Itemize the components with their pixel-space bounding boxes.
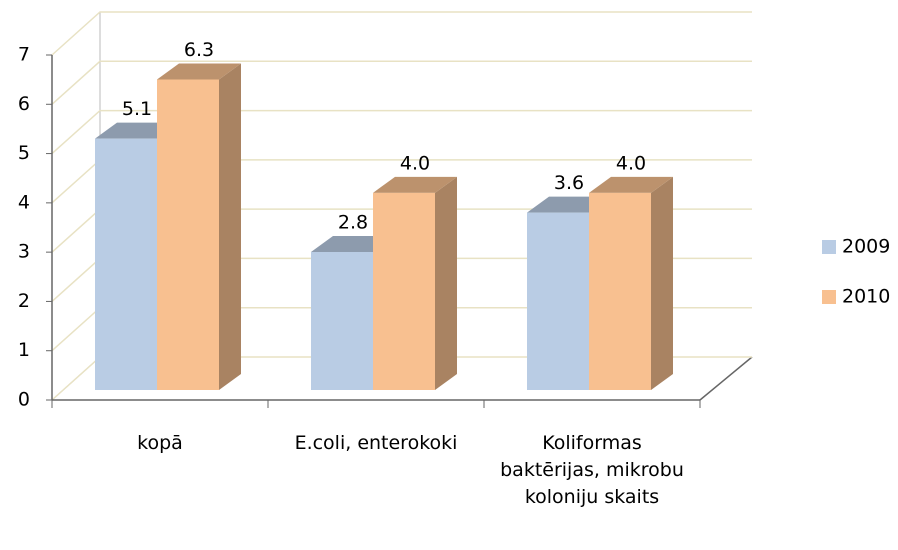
bar [527, 212, 589, 390]
grid-line [51, 11, 752, 56]
y-tick-label: 4 [18, 191, 30, 213]
data-label: 2.8 [338, 212, 368, 234]
y-tick-label: 6 [18, 93, 30, 115]
bar-side [435, 176, 457, 390]
data-label: 6.3 [184, 39, 214, 61]
y-tick-label: 0 [18, 389, 30, 411]
data-label: 4.0 [400, 152, 430, 174]
x-tick-label: Koliformas baktērijas, mikrobu koloniju … [500, 432, 684, 508]
x-tick-label: kopā [137, 432, 183, 454]
legend-swatch [822, 240, 836, 254]
legend-label: 2010 [842, 286, 890, 308]
y-tick-label: 7 [18, 44, 30, 66]
y-tick-label: 5 [18, 142, 30, 164]
bar [311, 252, 373, 390]
bar [589, 192, 651, 390]
bar [373, 192, 435, 390]
bar-top [373, 176, 457, 193]
legend-label: 2009 [842, 236, 890, 258]
bar [95, 138, 157, 390]
floor-edge [699, 356, 753, 401]
grid-line [51, 109, 752, 155]
y-tick-label: 1 [18, 339, 30, 361]
bar-side [651, 176, 673, 390]
bar [157, 79, 219, 390]
grid-line [51, 60, 752, 105]
bar-side [219, 63, 241, 390]
y-tick-label: 2 [18, 290, 30, 312]
legend-swatch [822, 290, 836, 304]
bar-top [157, 63, 241, 80]
data-label: 3.6 [554, 172, 584, 194]
data-label: 5.1 [122, 98, 152, 120]
x-tick-label: E.coli, enterokoki [294, 432, 458, 454]
y-tick-label: 3 [18, 241, 30, 263]
bar-top [589, 176, 673, 193]
data-label: 4.0 [616, 152, 646, 174]
